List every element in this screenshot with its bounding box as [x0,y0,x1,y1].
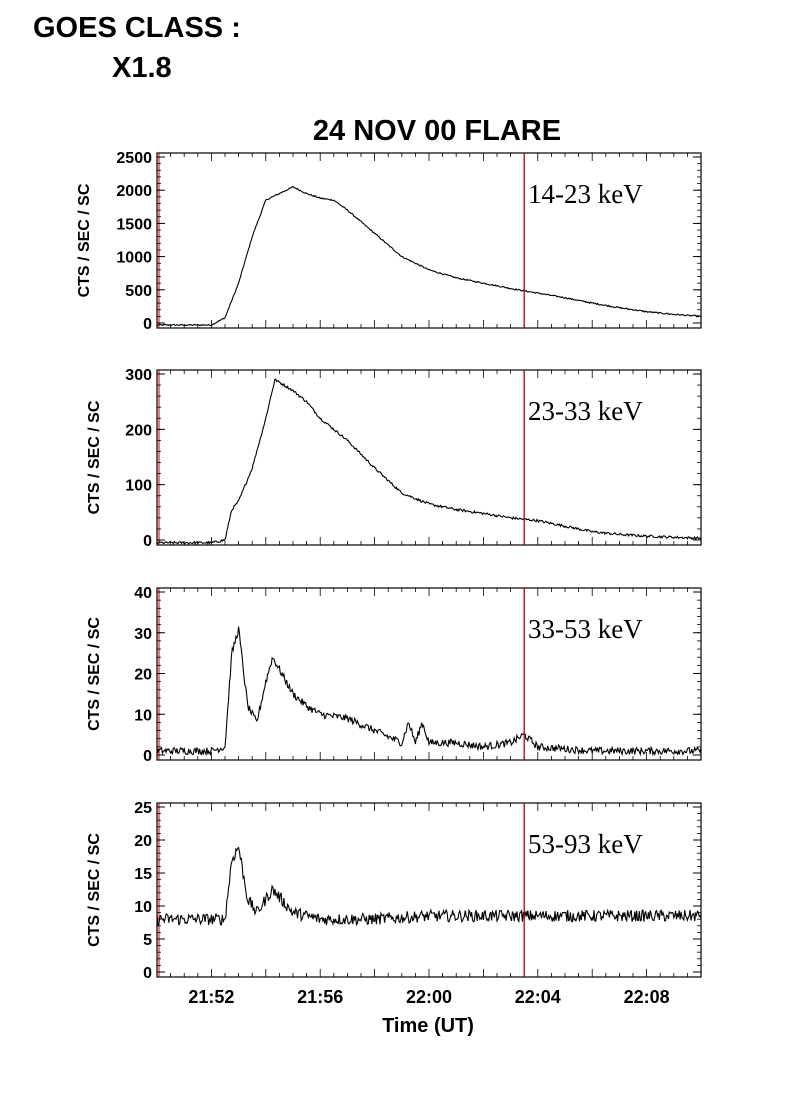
y-tick-label: 20 [134,833,152,850]
y-axis-label: CTS / SEC / SC [86,617,103,731]
y-tick-label: 10 [134,707,152,724]
energy-band-label: 14-23 keV [528,179,643,209]
y-tick-label: 5 [143,932,152,949]
y-tick-label: 0 [143,533,152,550]
y-tick-label: 0 [143,748,152,765]
count-rate-series [156,846,702,927]
y-tick-label: 25 [134,800,152,817]
y-tick-label: 500 [125,283,152,300]
count-rate-series [156,378,702,546]
energy-band-label: 23-33 keV [528,396,643,426]
x-tick-label: 22:00 [406,987,452,1007]
goes-class-label: GOES CLASS : [33,12,241,44]
y-tick-label: 20 [134,667,152,684]
y-tick-label: 30 [134,626,152,643]
x-tick-label: 21:56 [297,987,343,1007]
y-axis-label: CTS / SEC / SC [86,833,103,947]
y-tick-label: 2000 [116,183,152,200]
y-tick-label: 10 [134,899,152,916]
x-axis-label: Time (UT) [382,1015,474,1037]
energy-band-label: 53-93 keV [528,829,643,859]
count-rate-series [156,185,701,327]
x-tick-label: 22:08 [624,987,670,1007]
y-tick-label: 1500 [116,216,152,233]
y-tick-label: 2500 [116,150,152,167]
x-tick-label: 22:04 [515,987,561,1007]
count-rate-series [156,626,702,757]
y-tick-label: 1000 [116,250,152,267]
y-tick-label: 40 [134,585,152,602]
y-tick-label: 0 [143,965,152,982]
y-tick-label: 200 [125,422,152,439]
y-tick-label: 100 [125,478,152,495]
energy-band-label: 33-53 keV [528,614,643,644]
y-tick-label: 15 [134,866,152,883]
x-tick-label: 21:52 [188,987,234,1007]
y-axis-label: CTS / SEC / SC [76,183,93,297]
chart-title: 24 NOV 00 FLARE [313,115,561,147]
y-tick-label: 0 [143,316,152,333]
goes-class-value: X1.8 [112,52,172,84]
y-axis-label: CTS / SEC / SC [86,400,103,514]
y-tick-label: 300 [125,367,152,384]
